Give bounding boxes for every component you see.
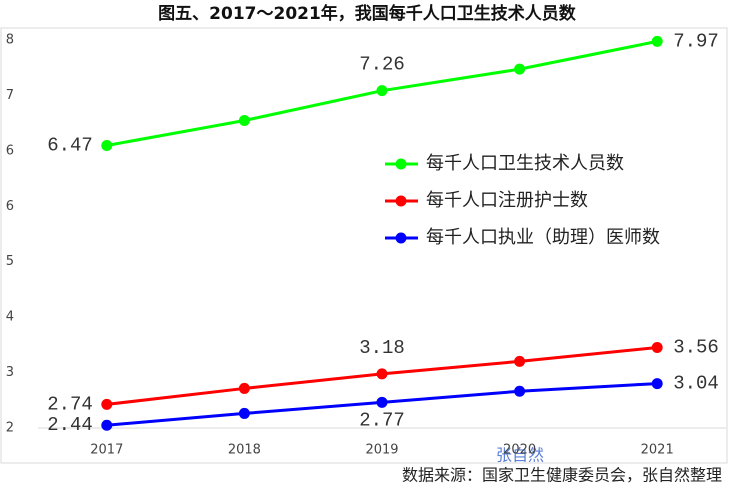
legend-marker xyxy=(395,158,407,170)
data-point xyxy=(101,140,113,152)
data-point xyxy=(651,35,663,47)
data-point xyxy=(376,368,388,380)
legend-label: 每千人口卫生技术人员数 xyxy=(426,153,624,174)
y-tick-label: 8 xyxy=(6,33,14,48)
y-tick-label: 7 xyxy=(6,88,14,103)
x-tick-label: 2021 xyxy=(641,443,674,458)
chart-border xyxy=(0,27,728,464)
data-point xyxy=(376,85,388,97)
value-label: 2.74 xyxy=(47,393,93,415)
data-point xyxy=(376,396,388,408)
legend-marker xyxy=(395,195,407,207)
data-point xyxy=(514,355,526,367)
data-point xyxy=(238,115,250,127)
chart-title: 图五、2017～2021年，我国每千人口卫生技术人员数 xyxy=(158,3,577,24)
value-label: 3.04 xyxy=(673,373,719,395)
y-tick-label: 5 xyxy=(6,254,14,269)
y-tick-label: 4 xyxy=(6,309,14,324)
x-tick-label: 2018 xyxy=(228,443,261,458)
watermark: 张自然 xyxy=(496,446,544,465)
x-tick-label: 2019 xyxy=(365,443,398,458)
y-tick-label: 6 xyxy=(6,199,14,214)
data-point xyxy=(514,63,526,75)
data-point xyxy=(101,419,113,431)
value-label: 6.47 xyxy=(47,135,93,157)
value-label: 2.44 xyxy=(47,414,93,436)
x-tick-label: 2017 xyxy=(90,443,123,458)
y-tick-label: 2 xyxy=(6,421,14,436)
data-point xyxy=(101,398,113,410)
data-point xyxy=(651,378,663,390)
source: 数据来源：国家卫生健康委员会，张自然整理 xyxy=(402,466,722,485)
data-point xyxy=(514,385,526,397)
legend-label: 每千人口执业（助理）医师数 xyxy=(426,227,660,248)
value-label: 2.77 xyxy=(359,409,405,431)
legend-marker xyxy=(395,232,407,244)
value-label: 7.26 xyxy=(359,54,405,76)
y-tick-label: 3 xyxy=(6,365,14,380)
value-label: 7.97 xyxy=(673,30,719,52)
data-point xyxy=(238,382,250,394)
data-point xyxy=(238,407,250,419)
y-tick-label: 6 xyxy=(6,144,14,159)
value-label: 3.56 xyxy=(673,337,719,359)
data-point xyxy=(651,341,663,353)
value-label: 3.18 xyxy=(359,337,405,359)
legend-label: 每千人口注册护士数 xyxy=(426,190,588,211)
x-tick-label: 2020 xyxy=(503,443,536,458)
